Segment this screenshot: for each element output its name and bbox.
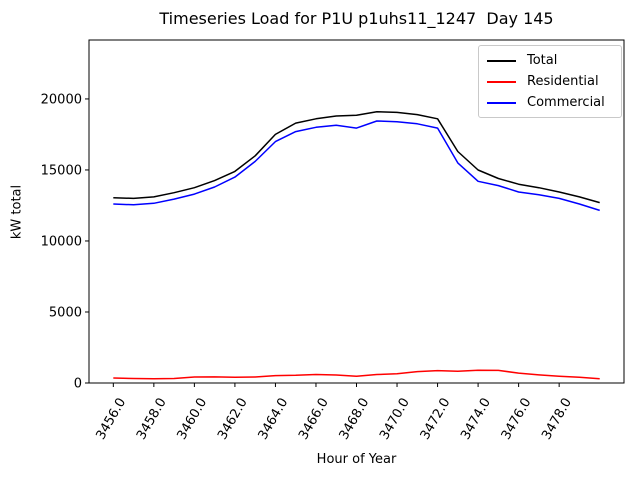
y-tick-label: 5000 [49,305,82,320]
x-tick-label: 3478.0 [539,396,575,443]
legend-item-total: Total [487,50,617,71]
legend: Total Residential Commercial [478,45,622,118]
legend-swatch [487,59,516,62]
x-tick-label: 3466.0 [296,396,332,443]
x-tick-label: 3470.0 [377,396,413,443]
x-tick-label: 3468.0 [337,396,373,443]
x-tick-label: 3472.0 [418,396,454,443]
legend-item-commercial: Commercial [487,92,617,113]
x-tick-label: 3456.0 [93,396,129,443]
legend-swatch [487,80,516,83]
legend-label: Commercial [527,95,605,110]
legend-label: Total [527,53,558,68]
x-tick-label: 3464.0 [256,396,292,443]
legend-swatch [487,101,516,104]
series-line-total [113,110,600,204]
legend-label: Residential [527,74,599,89]
x-tick-label: 3476.0 [499,396,535,443]
x-tick-label: 3458.0 [134,396,170,443]
series-line-residential [113,369,600,380]
series-line-commercial [113,120,600,212]
x-axis-label: Hour of Year [316,452,397,467]
x-tick-label: 3462.0 [215,396,251,443]
y-tick-label: 15000 [41,163,82,178]
y-tick-label: 20000 [41,92,82,107]
x-tick-label: 3460.0 [175,396,211,443]
legend-item-residential: Residential [487,71,617,92]
y-tick-label: 0 [74,377,82,392]
y-tick-label: 10000 [41,234,82,249]
chart-title: Timeseries Load for P1U p1uhs11_1247 Day… [159,9,554,28]
x-tick-label: 3474.0 [458,396,494,443]
